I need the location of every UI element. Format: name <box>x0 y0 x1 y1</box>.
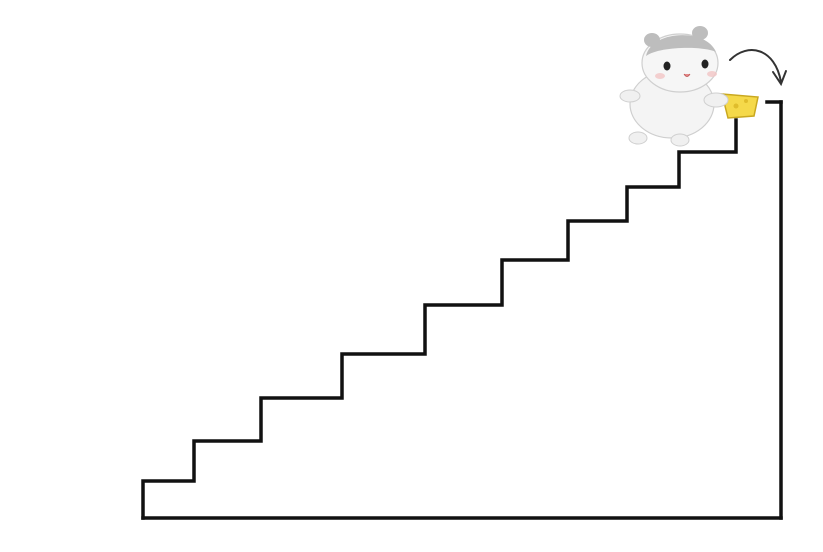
cheese-icon <box>721 93 759 119</box>
curved-arrow-icon <box>729 49 787 87</box>
staircase-steps <box>141 118 738 520</box>
hamster-icon <box>619 26 729 147</box>
staircase <box>141 100 783 520</box>
